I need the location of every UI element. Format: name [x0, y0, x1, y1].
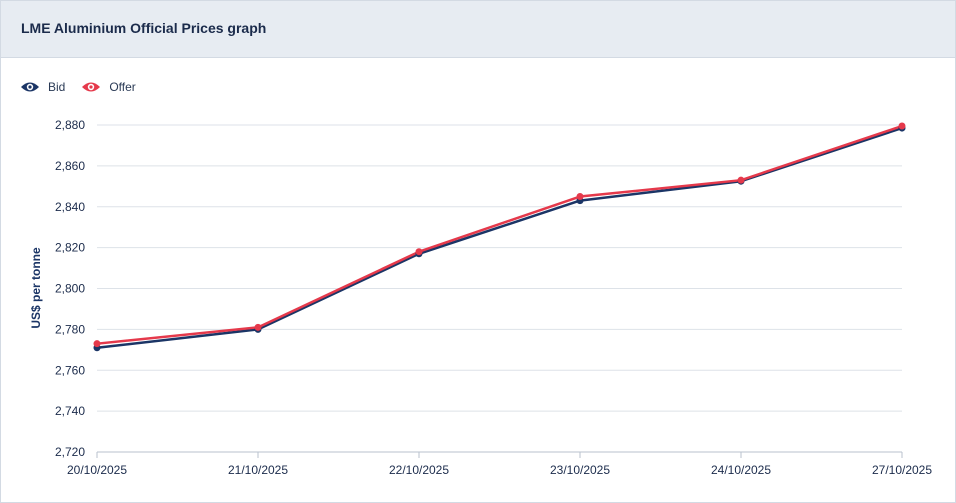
eye-icon — [82, 82, 101, 92]
x-tick-label: 24/10/2025 — [711, 463, 771, 477]
series-line-offer — [96, 124, 903, 345]
x-tick-labels: 20/10/2025 21/10/2025 22/10/2025 23/10/2025… — [67, 452, 932, 477]
x-tick-label: 20/10/2025 — [67, 463, 127, 477]
data-point-offer[interactable] — [898, 122, 906, 130]
legend-label-bid: Bid — [48, 80, 66, 94]
y-tick-label: 2,800 — [55, 282, 85, 296]
x-tick-label: 27/10/2025 — [872, 463, 932, 477]
y-axis-title: US$ per tonne — [29, 247, 43, 329]
y-tick-label: 2,820 — [55, 241, 85, 255]
chart-legend: Bid Offer — [20, 80, 152, 94]
data-point-offer[interactable] — [415, 248, 423, 256]
data-point-offer[interactable] — [93, 340, 101, 348]
y-tick-labels: 2,720 2,740 2,760 2,780 2,800 2,820 2,840 2,860… — [55, 118, 85, 459]
y-tick-label: 2,760 — [55, 363, 85, 377]
y-tick-label: 2,860 — [55, 159, 85, 173]
y-tick-label: 2,840 — [55, 200, 85, 214]
card-header: LME Aluminium Official Prices graph — [1, 1, 955, 58]
data-point-offer[interactable] — [737, 176, 745, 184]
series-lines — [93, 122, 906, 352]
y-tick-label: 2,720 — [55, 445, 85, 459]
series-line-bid — [96, 126, 903, 350]
legend-item-offer[interactable]: Offer — [81, 80, 136, 94]
page-title: LME Aluminium Official Prices graph — [21, 20, 267, 36]
x-tick-label: 21/10/2025 — [228, 463, 288, 477]
data-point-offer[interactable] — [254, 323, 262, 331]
eye-icon — [21, 82, 39, 92]
y-tick-label: 2,780 — [55, 322, 85, 336]
x-tick-label: 23/10/2025 — [550, 463, 610, 477]
grid-lines — [97, 124, 902, 453]
y-tick-label: 2,880 — [55, 118, 85, 132]
x-tick-label: 22/10/2025 — [389, 463, 449, 477]
data-point-offer[interactable] — [576, 193, 584, 201]
legend-item-bid[interactable]: Bid — [20, 80, 65, 94]
legend-label-offer: Offer — [109, 80, 136, 94]
y-tick-label: 2,740 — [55, 404, 85, 418]
